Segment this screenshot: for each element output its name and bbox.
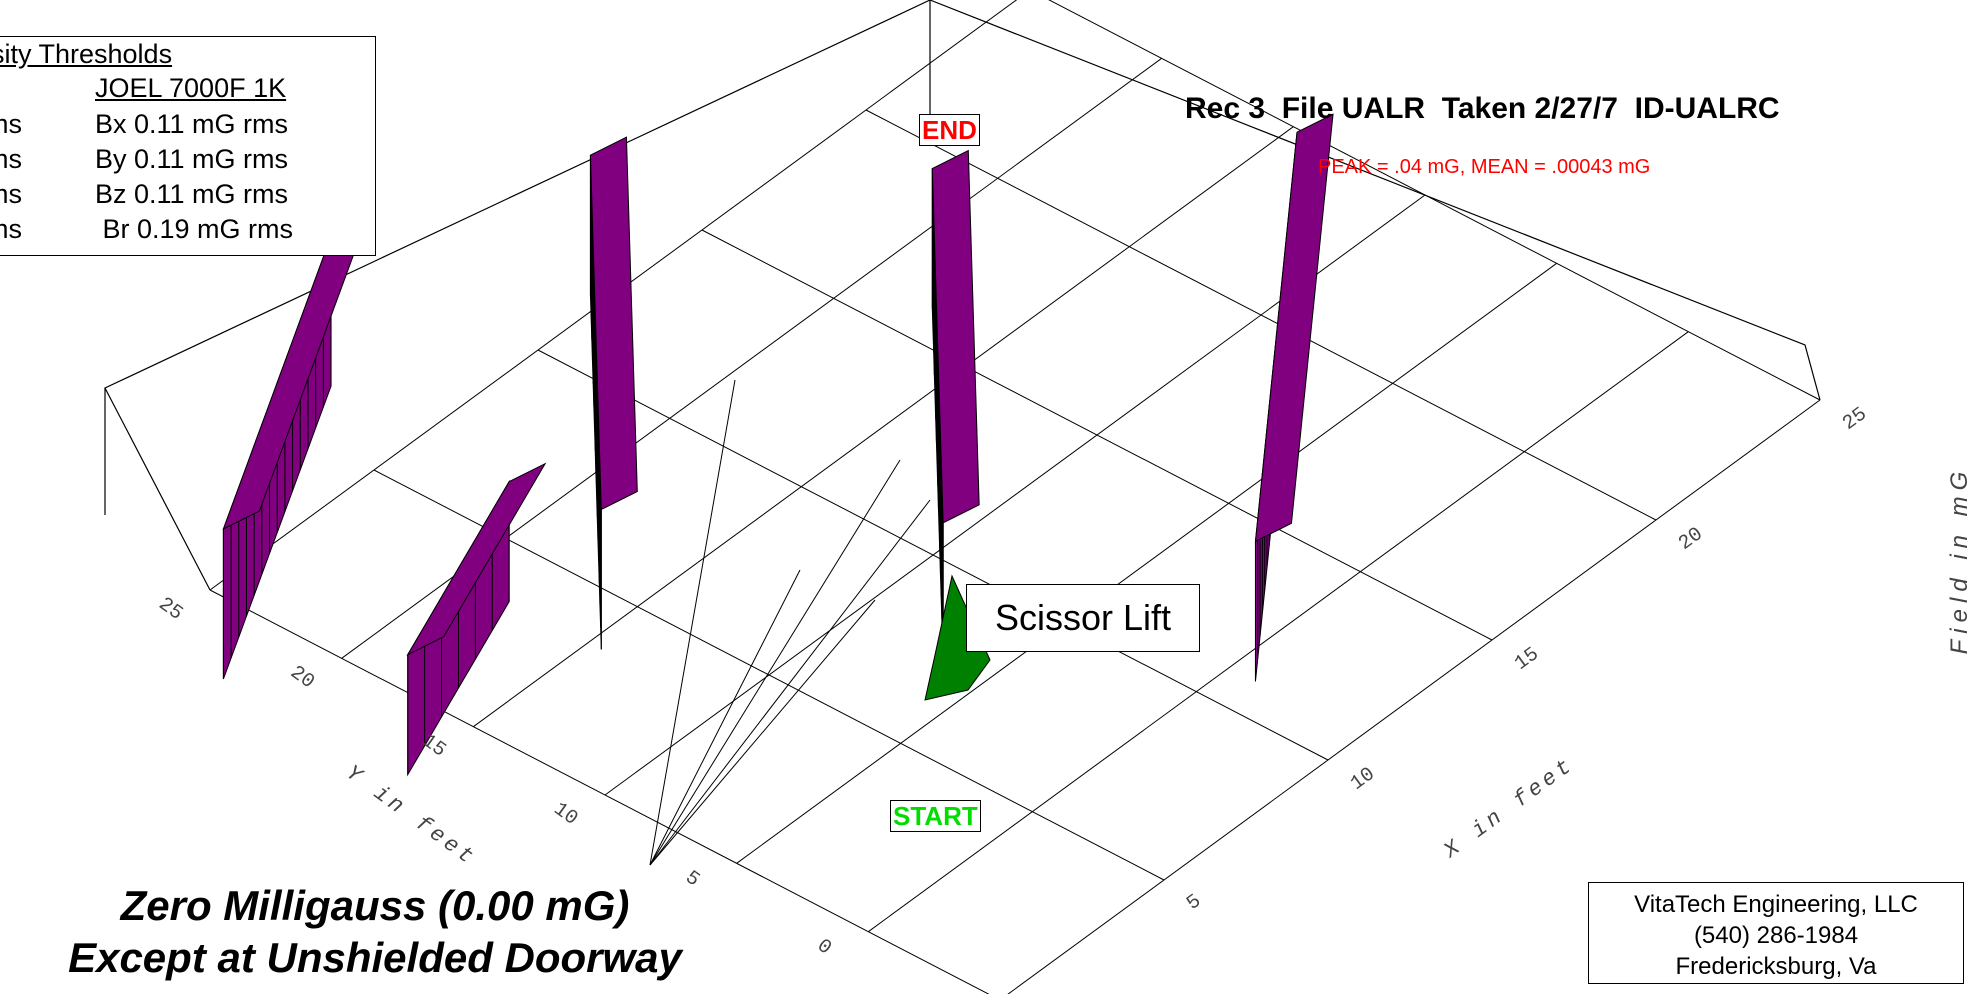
surface-top-band	[931, 149, 980, 524]
legend-row-by: By 0.11 mG rms	[95, 144, 289, 174]
annotation-leaders	[649, 379, 931, 866]
surface-top-band	[406, 462, 547, 656]
grid-line-y	[868, 331, 1689, 933]
x-tick-label: 10	[1347, 763, 1380, 796]
scissor-lift-callout: Scissor Lift	[966, 584, 1200, 652]
legend-col2-header: JOEL 7000F 1K	[95, 73, 287, 103]
y-tick-label: 0	[812, 935, 835, 961]
surface-top-band	[589, 136, 638, 511]
y-tick-label: 20	[286, 661, 319, 694]
caption-line-1: Zero Milligauss (0.00 mG)	[120, 882, 630, 929]
y-tick-label: 25	[154, 593, 187, 626]
start-marker: START	[890, 800, 981, 832]
leader-line	[649, 459, 901, 866]
company-city: Fredericksburg, Va	[1675, 953, 1877, 980]
plot-box	[104, 0, 1821, 591]
legend-row: rms	[0, 144, 22, 174]
density-thresholds-legend: sity Thresholds F rms rms rms rms JOEL 7…	[0, 36, 376, 256]
leader-line	[649, 569, 801, 866]
caption-line-2: Except at Unshielded Doorway	[68, 934, 682, 981]
leader-line	[649, 599, 876, 866]
grid-line-y	[1007, 399, 1821, 994]
y-tick-label: 10	[549, 798, 582, 831]
grid-line-y	[736, 262, 1557, 864]
caption: Zero Milligauss (0.00 mG) Except at Unsh…	[0, 880, 750, 984]
company-box: VitaTech Engineering, LLC (540) 286-1984…	[1588, 882, 1964, 984]
leader-line	[649, 379, 736, 866]
legend-row: rms	[0, 214, 22, 244]
x-tick-label: 5	[1183, 890, 1206, 916]
chart-title: Rec 3 File UALR Taken 2/27/7 ID-UALRC	[1185, 92, 1780, 125]
legend-row: rms	[0, 179, 22, 209]
back-wall-edge	[104, 0, 1821, 591]
legend-row-br: Br 0.19 mG rms	[95, 214, 294, 244]
legend-header: sity Thresholds	[0, 39, 173, 69]
surface-ribbons	[222, 113, 1334, 777]
legend-row: rms	[0, 109, 22, 139]
surface-top-band	[1254, 113, 1334, 543]
x-tick-label: 15	[1511, 643, 1544, 676]
end-marker: END	[919, 114, 980, 146]
y-axis-label: Y in feet	[341, 760, 481, 871]
grid-line-x	[1048, 0, 1821, 401]
company-phone: (540) 286-1984	[1693, 922, 1859, 949]
chart-subtitle: PEAK = .04 mG, MEAN = .00043 mG	[1318, 156, 1651, 178]
x-tick-label: 20	[1675, 523, 1708, 556]
leader-line	[649, 499, 931, 866]
legend-row-bz: Bz 0.11 mG rms	[95, 179, 289, 209]
legend-column-2: JOEL 7000F 1K Bx 0.11 mG rms By 0.11 mG …	[95, 73, 293, 249]
legend-column-1: F rms rms rms rms	[0, 73, 22, 249]
legend-row-bx: Bx 0.11 mG rms	[95, 109, 289, 139]
grid-line-y	[473, 126, 1294, 728]
z-axis-label: Field in mG	[1946, 465, 1973, 655]
legend-col1-header: F	[0, 73, 22, 109]
x-axis-label: X in feet	[1439, 752, 1580, 864]
company-name: VitaTech Engineering, LLC	[1634, 891, 1918, 918]
x-tick-label: 25	[1839, 403, 1872, 436]
